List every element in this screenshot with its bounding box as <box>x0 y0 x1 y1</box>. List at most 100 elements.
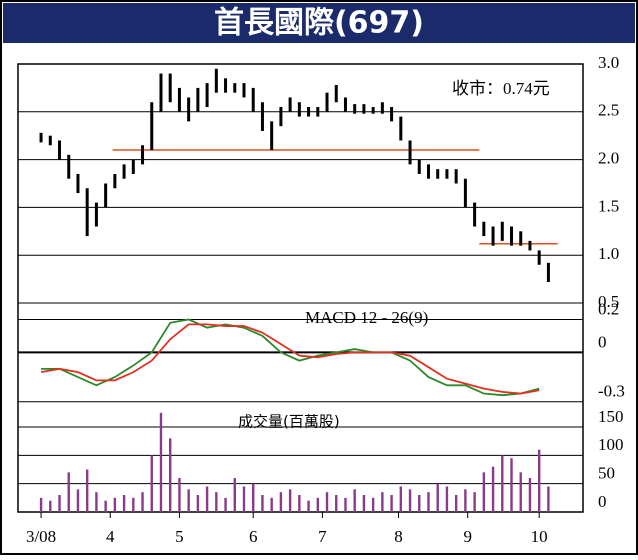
volume-bar <box>288 489 292 512</box>
y-tick-label: 50 <box>598 464 615 483</box>
volume-bar <box>132 497 135 512</box>
price-bar <box>168 73 172 103</box>
volume-bar <box>187 489 190 512</box>
volume-bar <box>49 500 52 512</box>
price-bar <box>242 83 246 98</box>
volume-bar <box>196 495 200 512</box>
price-bar <box>141 145 145 165</box>
price-bar <box>177 87 181 112</box>
volume-bar <box>307 500 310 512</box>
price-bar <box>528 240 532 251</box>
volume-bar <box>335 495 338 512</box>
y-tick-label: 3.0 <box>598 53 619 72</box>
macd-line <box>41 318 540 397</box>
price-bar <box>436 169 440 179</box>
price-bar <box>279 107 283 127</box>
price-bar <box>445 169 449 179</box>
volume-bar <box>252 483 255 512</box>
price-bar <box>297 102 301 117</box>
price-bar <box>343 97 347 112</box>
volume-bar <box>113 497 117 512</box>
price-bar <box>260 102 264 131</box>
volume-bar <box>95 492 98 512</box>
volume-bar <box>353 489 356 512</box>
price-bar <box>316 107 320 117</box>
volume-bar <box>39 497 43 512</box>
y-tick-label: 0.5 <box>598 292 619 311</box>
volume-bar <box>501 455 504 512</box>
volume-bar <box>454 495 458 512</box>
price-bar <box>491 226 495 246</box>
volume-bar <box>58 495 61 512</box>
volume-bar <box>169 438 172 512</box>
price-bar <box>288 97 292 112</box>
price-bar <box>58 140 62 160</box>
price-bar <box>399 116 403 141</box>
price-bar <box>380 102 384 114</box>
price-bar <box>270 121 274 151</box>
volume-bar <box>159 412 163 512</box>
x-tick-label: 8 <box>394 527 403 546</box>
volume-bar <box>325 492 329 512</box>
x-tick-label: 10 <box>531 527 548 546</box>
annotation: 收市：0.74元 <box>452 79 550 98</box>
price-bar <box>214 68 218 93</box>
volume-bar <box>371 497 375 512</box>
volume-bar <box>547 486 550 512</box>
volume-bar <box>224 497 227 512</box>
x-tick-label: 6 <box>249 527 258 546</box>
volume-bar <box>85 469 89 512</box>
y-tick-label: 2.5 <box>598 101 619 120</box>
y-tick-label: 1.0 <box>598 244 619 263</box>
volume-bar <box>122 495 126 512</box>
volume-bar <box>537 449 541 512</box>
volume-bar <box>76 489 80 512</box>
price-bar <box>390 107 394 122</box>
price-bar <box>196 87 200 112</box>
price-bar <box>500 221 504 241</box>
volume-bar <box>519 472 522 512</box>
volume-bar <box>418 495 421 512</box>
price-bar <box>224 78 228 93</box>
y-tick-label: 100 <box>598 435 624 454</box>
volume-bar <box>510 458 513 512</box>
price-bar <box>67 154 71 179</box>
x-tick-label: 5 <box>175 527 184 546</box>
price-bar <box>122 164 126 179</box>
volume-bar <box>482 472 486 512</box>
volume-bar <box>528 478 532 512</box>
y-tick-label: 0 <box>598 332 607 351</box>
price-bar <box>362 104 366 114</box>
title-bar <box>3 3 635 43</box>
macd-line <box>40 323 540 395</box>
volume-bar <box>445 486 449 512</box>
price-bar <box>482 221 486 237</box>
price-bar <box>307 107 311 117</box>
price-bar <box>546 262 550 282</box>
price-bar <box>76 173 80 194</box>
volume-bar <box>436 483 439 512</box>
price-bar <box>39 132 43 143</box>
price-bar <box>510 226 514 246</box>
volume-bar <box>205 486 209 512</box>
y-tick-label: 150 <box>598 407 624 426</box>
price-bar <box>113 173 117 189</box>
y-tick-label: 1.5 <box>598 196 619 215</box>
volume-bar <box>381 492 384 512</box>
x-tick-label: 7 <box>318 527 327 546</box>
price-bar <box>408 140 412 165</box>
y-tick-label: -0.3 <box>598 382 625 401</box>
price-bar <box>251 87 255 112</box>
price-bar <box>104 183 108 208</box>
price-bar <box>48 135 52 146</box>
volume-bar <box>362 495 366 512</box>
volume-bar <box>298 495 301 512</box>
x-tick-label: 4 <box>106 527 115 546</box>
price-bar <box>334 85 338 103</box>
volume-bar <box>491 466 495 512</box>
chart-title: 首長國際(697) <box>214 6 424 41</box>
volume-bar <box>178 478 181 512</box>
price-bar <box>473 202 477 227</box>
volume-bar <box>104 500 107 512</box>
